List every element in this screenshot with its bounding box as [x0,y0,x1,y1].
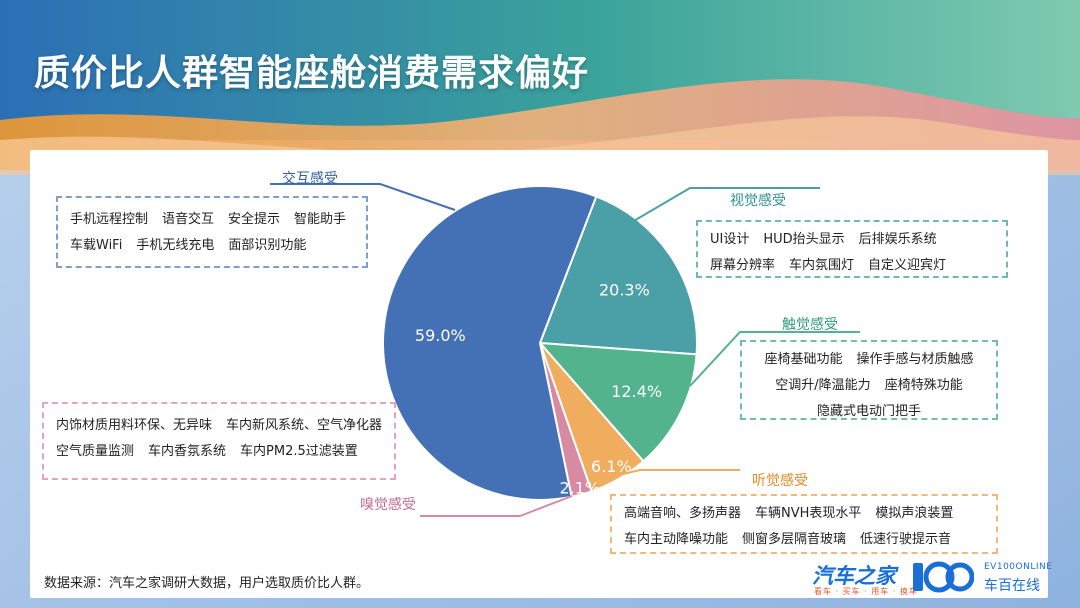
leader-line [270,183,456,211]
feature-item: 车辆NVH表现水平 [755,505,862,521]
autohome-logo: 汽车之家 [812,564,896,588]
ev100-logo-cn: 车百在线 [984,578,1040,594]
feature-item: 座椅基础功能 [764,351,843,367]
visual-items-box: UI设计 HUD抬头显示 后排娱乐系统屏幕分辨率 车内氛围灯 自定义迎宾灯 [696,220,1008,278]
auditory-items-box: 高端音响、多扬声器 车辆NVH表现水平 模拟声浪装置 车内主动降噪功能 侧窗多层隔音玻璃… [610,494,998,554]
feature-item: 车内香氛系统 [148,443,227,459]
olfactory-items-box: 内饰材质用料环保、无异味 车内新风系统、空气净化器 空气质量监测 车内香氛系统 车内PM… [42,402,396,480]
item-row: 隐藏式电动门把手 [754,396,984,422]
feature-item: 面部识别功能 [228,237,307,253]
feature-item: 车内氛围灯 [789,257,855,273]
feature-item: 后排娱乐系统 [858,231,937,247]
pie-slice-2 [537,341,698,463]
feature-item: 低速行驶提示音 [860,531,952,547]
feature-item: UI设计 [710,231,750,247]
item-row: 内饰材质用料环保、无异味 车内新风系统、空气净化器 [56,410,382,436]
feature-item: 车内PM2.5过滤装置 [240,443,358,459]
feature-item: 侧窗多层隔音玻璃 [742,531,847,547]
ev100-logo-mark [913,561,974,593]
feature-item: 隐藏式电动门把手 [816,403,921,419]
feature-item: 车内主动降噪功能 [624,531,729,547]
feature-item: 自定义迎宾灯 [868,257,947,273]
item-row: 空气质量监测 车内香氛系统 车内PM2.5过滤装置 [56,436,382,462]
feature-item: 屏幕分辨率 [710,257,776,273]
feature-item: 空气质量监测 [56,443,135,459]
item-row: 空调升/降温能力 座椅特殊功能 [754,370,984,396]
item-row: 车内主动降噪功能 侧窗多层隔音玻璃 低速行驶提示音 [624,524,984,550]
leader-line [420,495,573,517]
pie-slice-1 [538,195,698,356]
item-row: 高端音响、多扬声器 车辆NVH表现水平 模拟声浪装置 [624,498,984,524]
feature-item: 内饰材质用料环保、无异味 [56,417,213,433]
page-title: 质价比人群智能座舱消费需求偏好 [34,53,590,94]
feature-item: 安全提示 [228,211,281,227]
pie-slice-0 [382,185,598,501]
category-label-tactile: 触觉感受 [782,317,838,333]
slice-percent-label: 59.0% [415,326,466,345]
item-row: 屏幕分辨率 车内氛围灯 自定义迎宾灯 [710,250,994,276]
item-row: 手机远程控制 语音交互 安全提示 智能助手 [70,204,354,230]
category-label-auditory: 听觉感受 [752,473,808,489]
feature-item: 模拟声浪装置 [875,505,954,521]
slice-percent-label: 2.1% [559,479,600,498]
leader-line [631,187,820,223]
leader-line [597,469,740,481]
interaction-items-box: 手机远程控制 语音交互 安全提示 智能助手车载WiFi 手机无线充电 面部识别功能 [56,196,368,268]
feature-item: 车内新风系统、空气净化器 [226,417,383,433]
item-row: 车载WiFi 手机无线充电 面部识别功能 [70,230,354,256]
feature-item: 语音交互 [162,211,215,227]
tactile-items-box: 座椅基础功能 操作手感与材质触感 空调升/降温能力 座椅特殊功能 隐藏式电动门把手 [740,340,998,420]
category-label-interaction: 交互感受 [282,171,338,187]
slice-percent-label: 6.1% [591,457,632,476]
feature-item: 手机远程控制 [70,211,149,227]
slice-percent-label: 20.3% [599,280,650,299]
feature-item: 车载WiFi [70,237,123,253]
feature-item: 座椅特殊功能 [884,377,963,393]
feature-item: 手机无线充电 [136,237,215,253]
category-label-olfactory: 嗅觉感受 [360,497,416,513]
feature-item: HUD抬头显示 [763,231,845,247]
ev100-logo-text: EV100ONLINE [984,562,1053,572]
item-row: UI设计 HUD抬头显示 后排娱乐系统 [710,224,994,250]
data-source-footnote: 数据来源：汽车之家调研大数据，用户选取质价比人群。 [44,576,370,591]
category-label-visual: 视觉感受 [730,193,786,209]
feature-item: 空调升/降温能力 [775,377,871,393]
feature-item: 高端音响、多扬声器 [624,505,742,521]
slice-percent-label: 12.4% [611,382,662,401]
feature-item: 操作手感与材质触感 [856,351,974,367]
leader-line [689,331,860,387]
feature-item: 智能助手 [294,211,347,227]
item-row: 座椅基础功能 操作手感与材质触感 [754,344,984,370]
autohome-tagline: 看车 · 买车 · 用车 · 换车 [814,587,918,596]
